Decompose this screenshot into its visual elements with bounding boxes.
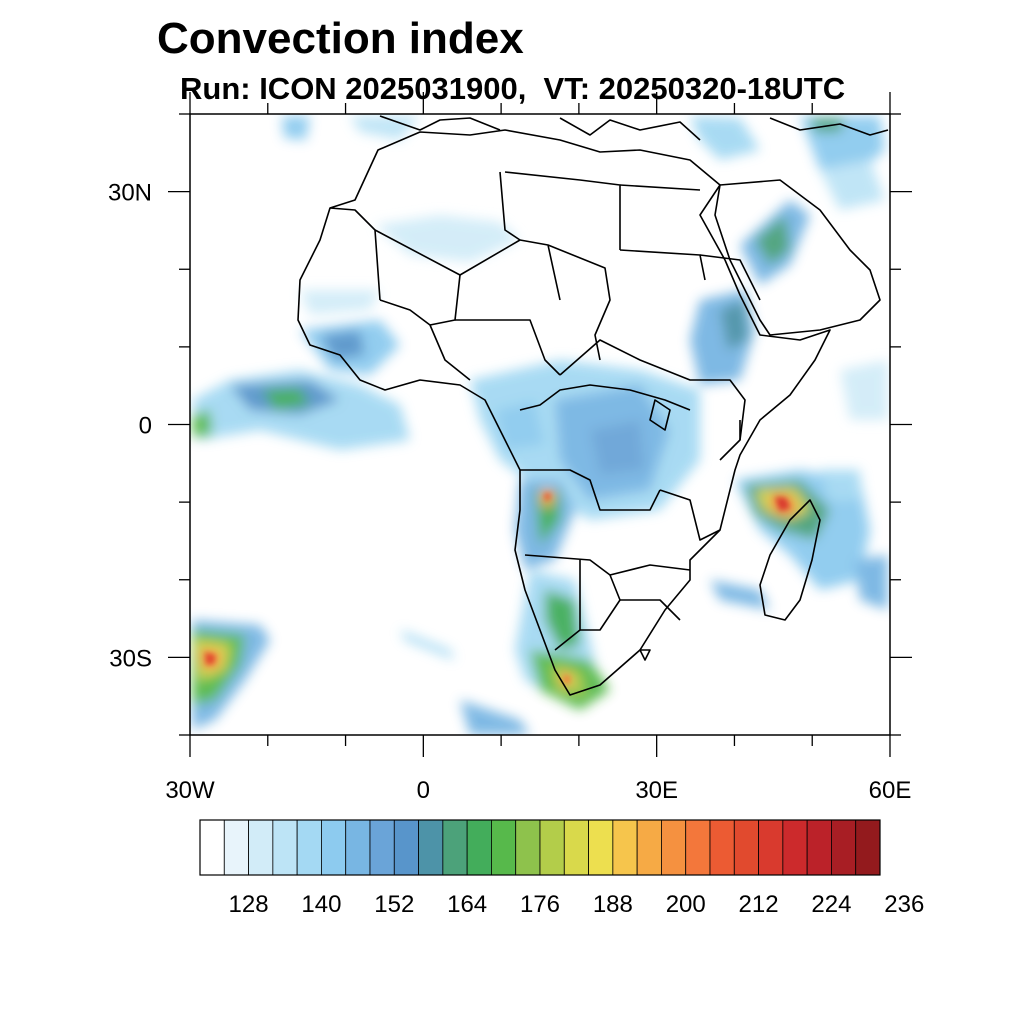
colorbar-swatch <box>345 819 371 876</box>
x-tick-label: 30W <box>165 777 215 804</box>
colorbar-label: 176 <box>520 891 560 918</box>
x-tick-label: 60E <box>869 777 912 804</box>
colorbar-swatch <box>709 819 735 876</box>
colorbar-swatch <box>782 819 808 876</box>
colorbar-swatch <box>321 819 347 876</box>
colorbar-swatch <box>296 819 322 876</box>
colorbar-swatch <box>369 819 395 876</box>
colorbar-swatch <box>831 819 857 876</box>
colorbar-swatch <box>393 819 419 876</box>
colorbar: 128 140 152 164 176 188 200 212 224 236 <box>199 819 924 918</box>
colorbar-swatch <box>272 819 298 876</box>
colorbar-label: 224 <box>811 891 851 918</box>
x-tick-label: 0 <box>417 777 430 804</box>
colorbar-swatch <box>223 819 249 876</box>
colorbar-label: 128 <box>229 891 269 918</box>
colorbar-swatch <box>806 819 832 876</box>
coastlines-and-borders <box>297 115 889 696</box>
colorbar-label: 236 <box>884 891 924 918</box>
colorbar-swatch <box>563 819 589 876</box>
chart-title: Convection index <box>157 14 524 63</box>
colorbar-swatch <box>855 819 881 876</box>
map-axes: 30W 0 30E 60E 30N 0 30S <box>108 92 912 804</box>
x-tick-label: 30E <box>635 777 678 804</box>
colorbar-swatch <box>685 819 711 876</box>
colorbar-swatch <box>661 819 687 876</box>
colorbar-swatch <box>442 819 468 876</box>
colorbar-label: 212 <box>739 891 779 918</box>
colorbar-label: 140 <box>301 891 341 918</box>
colorbar-swatch <box>491 819 517 876</box>
colorbar-swatch <box>539 819 565 876</box>
colorbar-swatch <box>588 819 614 876</box>
colorbar-swatch <box>248 819 274 876</box>
colorbar-label: 200 <box>666 891 706 918</box>
colorbar-label: 188 <box>593 891 633 918</box>
colorbar-label: 164 <box>447 891 487 918</box>
colorbar-swatch <box>636 819 662 876</box>
colorbar-frame <box>199 819 881 876</box>
colorbar-swatch <box>733 819 759 876</box>
colorbar-swatch <box>466 819 492 876</box>
y-tick-label: 30S <box>109 645 152 672</box>
colorbar-label: 152 <box>374 891 414 918</box>
y-tick-label: 0 <box>139 413 152 440</box>
colorbar-swatch <box>612 819 638 876</box>
colorbar-swatch <box>515 819 541 876</box>
colorbar-swatch <box>758 819 784 876</box>
convection-field <box>192 116 888 735</box>
y-tick-label: 30N <box>108 180 152 207</box>
colorbar-swatch <box>199 819 225 876</box>
chart-subtitle: Run: ICON 2025031900, VT: 20250320-18UTC <box>180 71 846 106</box>
colorbar-swatch <box>418 819 444 876</box>
